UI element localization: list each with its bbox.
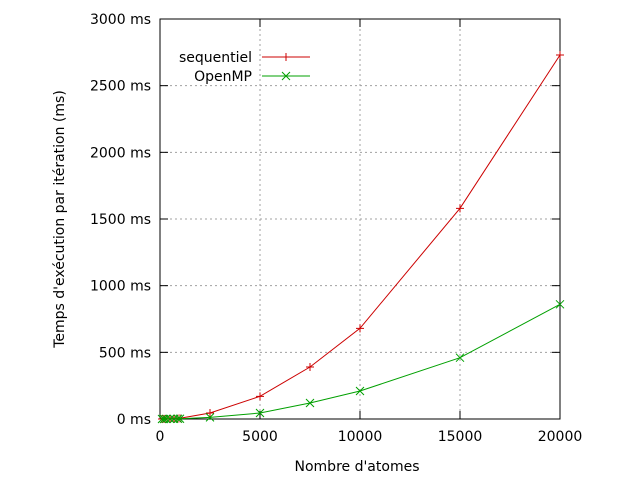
data-point <box>306 363 314 371</box>
y-tick-label: 500 ms <box>99 345 151 361</box>
x-tick-label: 10000 <box>338 429 383 445</box>
y-tick-label: 1000 ms <box>90 279 151 295</box>
series-openmp <box>157 299 565 424</box>
data-point <box>175 414 185 424</box>
data-point <box>205 413 215 422</box>
x-tick-label: 0 <box>156 429 165 445</box>
x-tick-label: 20000 <box>538 429 583 445</box>
y-axis-label: Temps d'exécution par itération (ms) <box>52 90 68 349</box>
x-tick-label: 5000 <box>242 429 278 445</box>
legend-label: sequentiel <box>179 50 252 66</box>
grid-lines <box>160 19 560 419</box>
data-point <box>157 414 167 424</box>
data-point <box>255 408 265 418</box>
series-line <box>161 54 561 420</box>
series-line <box>162 303 561 420</box>
legend: sequentiel OpenMP <box>179 50 310 85</box>
data-point <box>206 409 214 417</box>
y-tick-label: 2500 ms <box>90 79 151 95</box>
data-series <box>157 51 565 424</box>
legend-marker <box>281 71 291 81</box>
y-tick-label: 3000 ms <box>90 12 151 28</box>
data-point <box>356 324 364 333</box>
x-axis-label: Nombre d'atomes <box>295 459 420 475</box>
data-point <box>355 386 365 396</box>
data-point <box>256 392 264 401</box>
data-point <box>165 414 175 424</box>
legend-label: OpenMP <box>194 69 252 85</box>
data-point <box>456 204 464 213</box>
axes: 0 ms 500 ms 1000 ms 1500 ms 2000 ms 2500 ms 30… <box>90 12 582 445</box>
y-tick-label: 0 ms <box>117 412 151 428</box>
legend-marker <box>282 53 290 61</box>
y-tick-label: 2000 ms <box>90 145 151 161</box>
series-sequentiel <box>158 51 564 423</box>
x-tick-label: 15000 <box>438 429 483 445</box>
data-point <box>556 51 564 59</box>
data-point <box>555 299 565 309</box>
data-point <box>305 398 315 408</box>
data-point <box>455 353 465 363</box>
data-point <box>173 414 183 424</box>
y-tick-label: 1500 ms <box>90 212 151 228</box>
data-point <box>161 414 171 424</box>
